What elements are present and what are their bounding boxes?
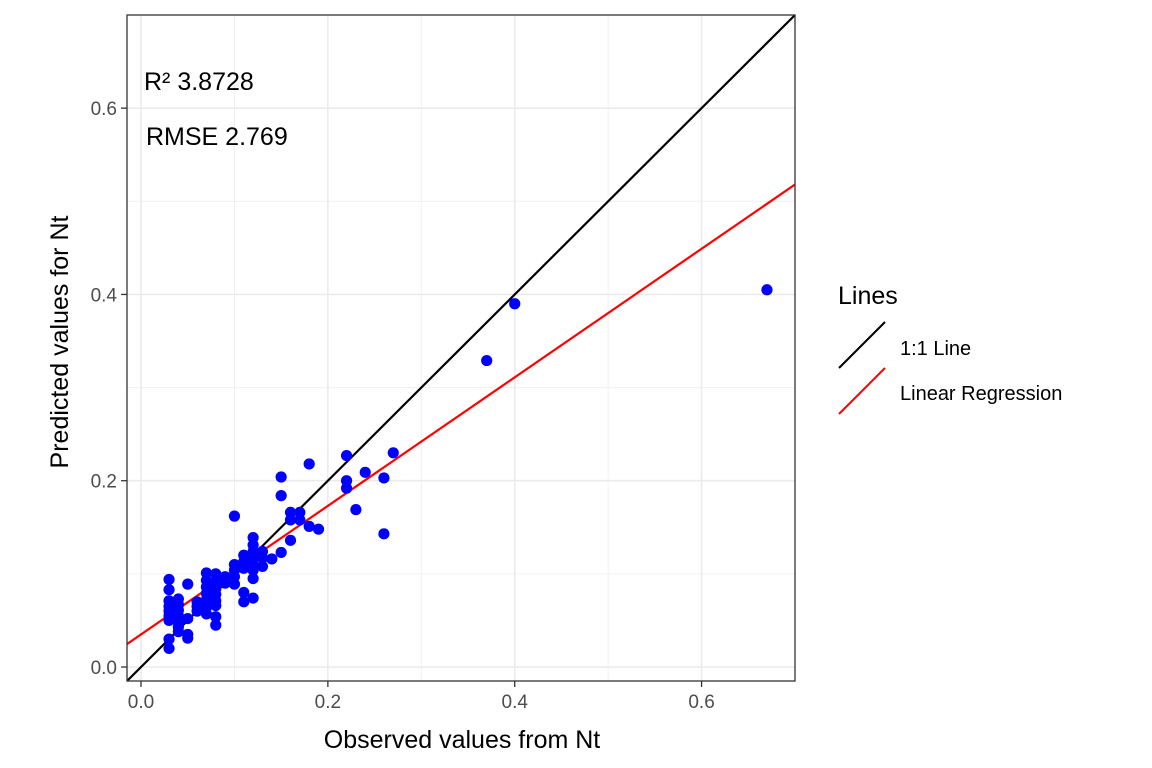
data-point bbox=[182, 632, 194, 644]
data-point bbox=[172, 626, 184, 638]
data-point bbox=[359, 466, 371, 478]
data-point bbox=[163, 573, 175, 586]
data-point bbox=[210, 611, 222, 623]
data-point bbox=[247, 592, 259, 604]
grid-major bbox=[127, 15, 795, 681]
data-point bbox=[340, 482, 353, 494]
legend-key-1to1 bbox=[838, 321, 886, 369]
data-point bbox=[284, 534, 297, 546]
legend-label-regression: Linear Regression bbox=[900, 383, 1062, 405]
data-point bbox=[303, 458, 315, 470]
data-point bbox=[275, 471, 287, 483]
legend-title: Lines bbox=[838, 282, 898, 310]
y-axis-title: Predicted values for Nt bbox=[46, 216, 74, 469]
x-axis-title: Observed values from Nt bbox=[324, 726, 601, 754]
x-tick-label: 0.4 bbox=[502, 692, 529, 713]
data-point bbox=[256, 560, 269, 573]
data-point bbox=[350, 504, 362, 516]
y-tick-label: 0.2 bbox=[91, 472, 117, 493]
legend-label-1to1: 1:1 Line bbox=[900, 338, 971, 360]
data-point bbox=[238, 596, 250, 608]
data-point bbox=[481, 354, 493, 367]
y-tick-label: 0.0 bbox=[91, 658, 117, 679]
data-point bbox=[247, 572, 259, 585]
data-point bbox=[210, 619, 222, 631]
data-point bbox=[182, 612, 194, 625]
data-point bbox=[163, 614, 175, 627]
r2-annotation: R² 3.8728 bbox=[144, 68, 254, 96]
data-point bbox=[247, 564, 259, 576]
rmse-annotation: RMSE 2.769 bbox=[146, 123, 288, 151]
y-tick-label: 0.4 bbox=[91, 285, 118, 306]
data-point bbox=[163, 642, 175, 654]
data-point bbox=[294, 514, 306, 526]
x-tick-label: 0.0 bbox=[128, 692, 154, 713]
data-point bbox=[228, 510, 241, 522]
data-points bbox=[163, 284, 773, 654]
data-point bbox=[191, 605, 203, 617]
data-point bbox=[378, 528, 390, 540]
data-point bbox=[303, 520, 315, 532]
data-point bbox=[387, 447, 399, 459]
panel-border bbox=[126, 14, 796, 682]
data-point bbox=[340, 449, 353, 462]
data-point bbox=[163, 584, 175, 596]
legend-key-regression bbox=[838, 367, 886, 415]
data-point bbox=[509, 298, 521, 310]
data-point bbox=[228, 578, 241, 590]
x-axis-ticks: 0.0 0.2 0.4 0.6 bbox=[128, 681, 715, 713]
y-tick-label: 0.6 bbox=[91, 99, 117, 120]
data-point bbox=[275, 490, 287, 502]
legend: Lines 1:1 Line Linear Regression bbox=[838, 282, 1062, 415]
data-point bbox=[163, 633, 175, 645]
data-point bbox=[761, 284, 773, 296]
data-point bbox=[182, 578, 194, 590]
data-point bbox=[378, 472, 390, 484]
data-point bbox=[275, 546, 287, 559]
data-point bbox=[256, 552, 269, 564]
y-axis-ticks: 0.0 0.2 0.4 0.6 bbox=[91, 99, 127, 679]
x-tick-label: 0.2 bbox=[315, 692, 341, 713]
data-point bbox=[219, 577, 231, 589]
data-point bbox=[284, 514, 297, 526]
data-point bbox=[238, 562, 250, 574]
data-point bbox=[200, 608, 213, 620]
data-point bbox=[266, 553, 278, 565]
data-point bbox=[238, 586, 250, 599]
data-point bbox=[312, 523, 325, 535]
data-point bbox=[210, 599, 222, 612]
x-tick-label: 0.6 bbox=[688, 692, 714, 713]
